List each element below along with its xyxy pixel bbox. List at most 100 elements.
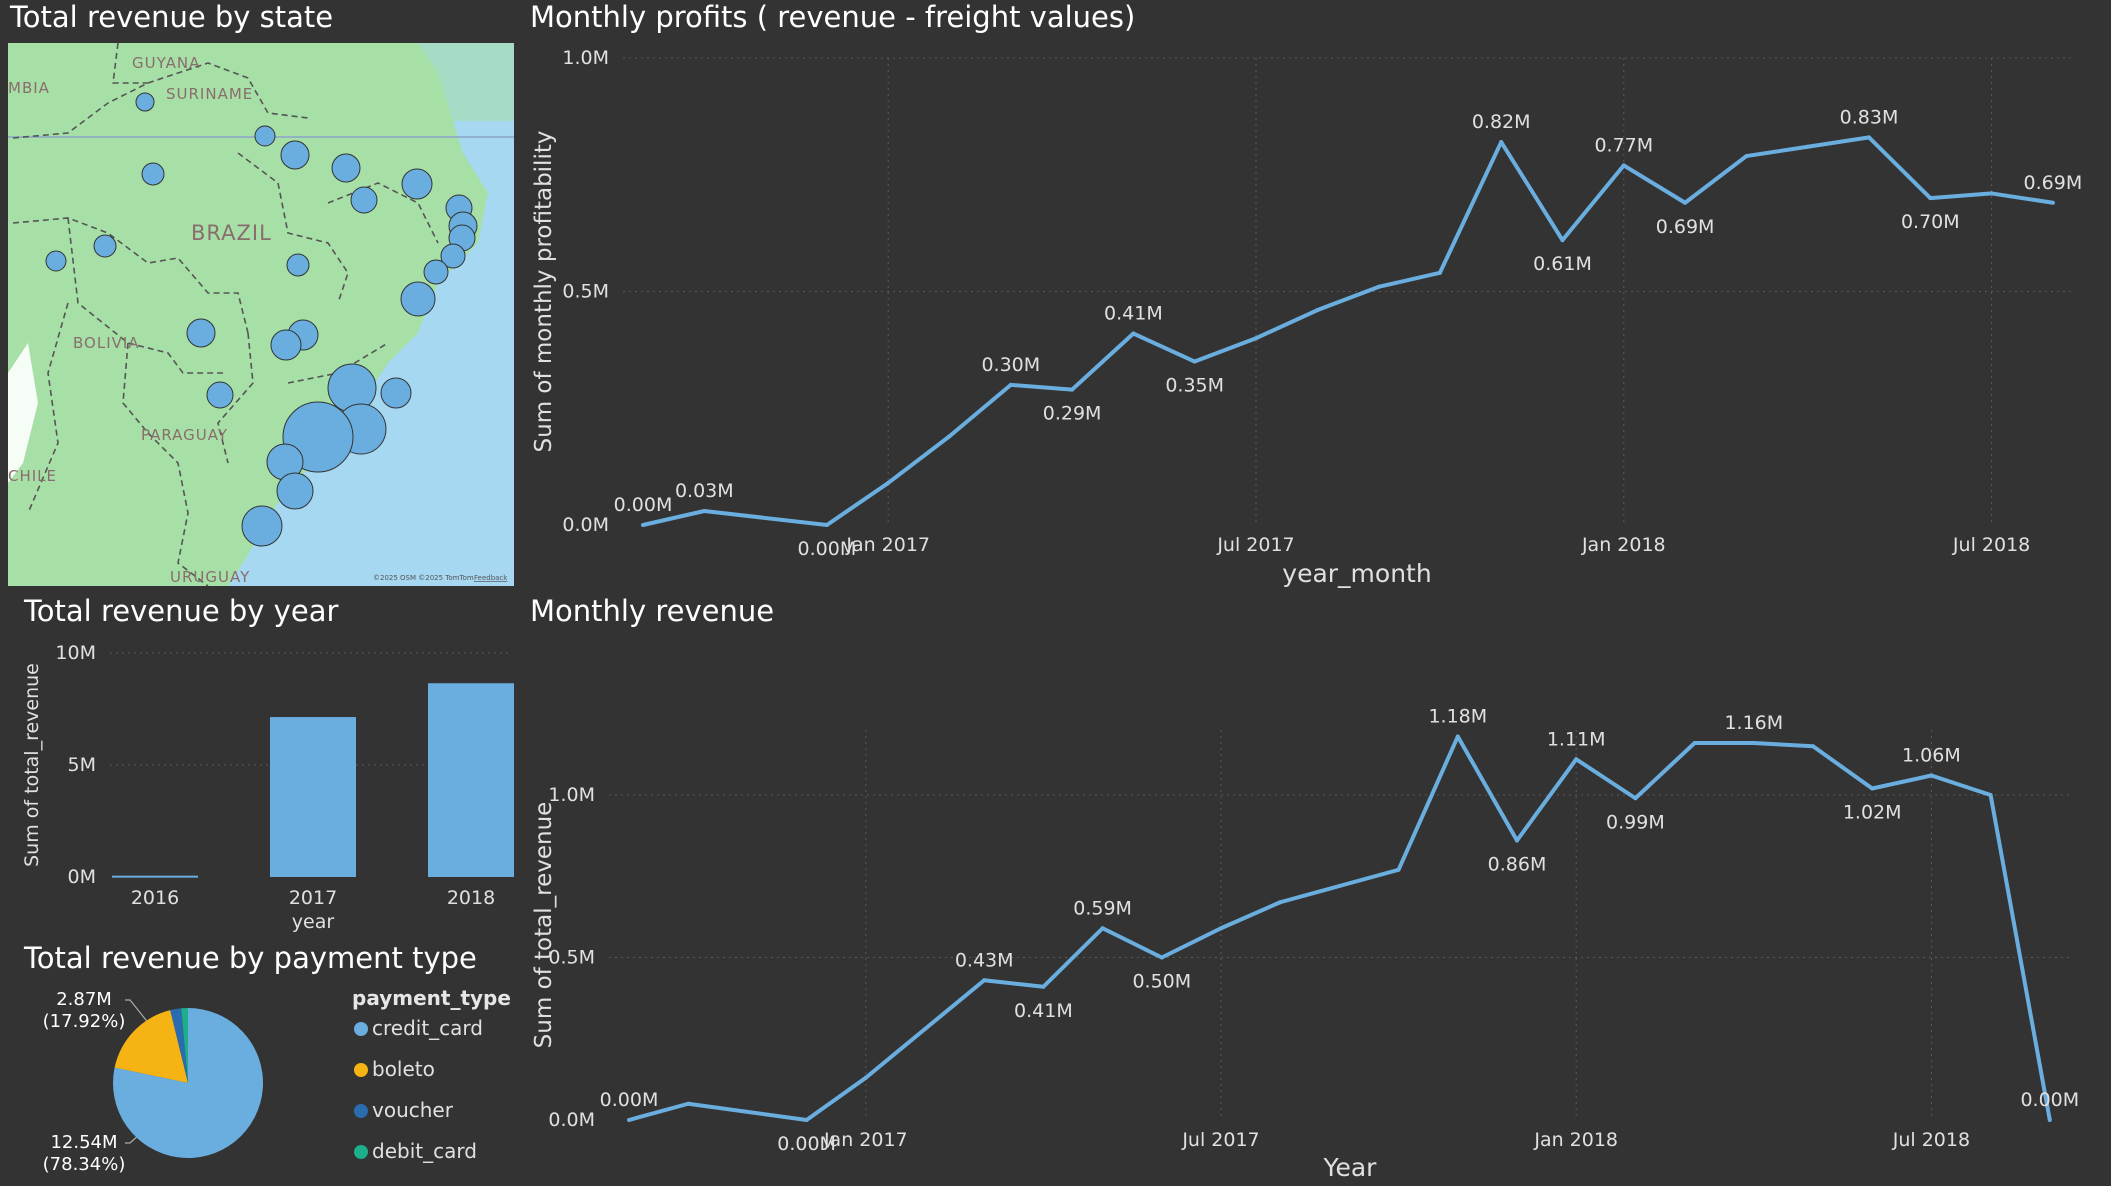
- profits-data-point: [641, 523, 645, 527]
- label-uruguay: URUGUAY: [170, 568, 250, 586]
- map-copyright: ©2025 OSM ©2025 TomTom: [373, 574, 474, 582]
- revenue-data-label: 0.00M: [2020, 1089, 2079, 1111]
- revenue-data-point: [627, 1118, 631, 1122]
- revenue-data-label: 1.11M: [1547, 728, 1606, 750]
- year-x-axis-title: year: [292, 911, 335, 933]
- pie-label-credit-pct: (78.34%): [43, 1154, 126, 1175]
- revenue-data-point: [1811, 744, 1815, 749]
- profits-data-point: [824, 523, 829, 527]
- profits-data-label: 0.00M: [798, 538, 857, 560]
- label-guyana: GUYANA: [132, 54, 200, 72]
- profits-data-label: 0.61M: [1533, 253, 1592, 275]
- label-suriname: SURINAME: [166, 85, 253, 103]
- label-paraguay: PARAGUAY: [141, 426, 228, 444]
- profits-y-axis-title: Sum of monthly profitability: [531, 131, 557, 453]
- year-y-tick-label: 10M: [55, 642, 96, 664]
- revenue-data-point: [1337, 884, 1342, 888]
- year-bar-2018: [428, 683, 514, 877]
- profits-x-axis-title: year_month: [1282, 559, 1431, 588]
- profits-data-point: [947, 434, 952, 439]
- monthly-profits-chart[interactable]: 0.0M 0.5M 1.0M Jan 2017 Jul 2017 Jan 2018 Jul …: [0, 0, 2111, 600]
- revenue-data-point: [2047, 1118, 2052, 1122]
- profits-data-label: 0.70M: [1901, 211, 1960, 233]
- profits-data-point: [1008, 382, 1013, 387]
- payment-chart-title: Total revenue by payment type: [24, 941, 477, 975]
- profits-y-tick-label: 1.0M: [562, 47, 609, 69]
- profits-data-point: [1254, 336, 1258, 341]
- year-y-axis-title: Sum of total_revenue: [21, 663, 43, 867]
- revenue-data-point: [1100, 926, 1105, 931]
- profits-x-tick-label: Jul 2017: [1216, 534, 1294, 556]
- profits-data-point: [1928, 196, 1933, 201]
- revenue-data-point: [923, 1027, 927, 1031]
- year-y-tick-label: 0M: [68, 866, 96, 888]
- revenue-data-point: [1278, 900, 1283, 905]
- profits-data-label: 0.03M: [675, 480, 734, 502]
- legend-item-credit_card[interactable]: credit_card: [372, 1016, 483, 1040]
- revenue-data-label: 0.41M: [1014, 1000, 1073, 1022]
- revenue-x-tick-label: Jul 2018: [1892, 1129, 1970, 1151]
- revenue-data-label: 0.99M: [1606, 811, 1665, 833]
- profits-data-point: [1499, 140, 1504, 145]
- pie-slice-credit_card: [112, 1008, 263, 1158]
- pie-label-boleto-value: 2.87M: [56, 989, 112, 1010]
- profits-data-point: [886, 480, 891, 485]
- profits-data-label: 0.69M: [1656, 216, 1715, 238]
- revenue-data-point: [1219, 926, 1223, 931]
- legend-dot-debit_card: [354, 1145, 368, 1159]
- payment-legend-title: payment_type: [352, 986, 511, 1010]
- profits-data-point: [1070, 387, 1075, 392]
- revenue-data-point: [1574, 757, 1579, 762]
- profits-data-label: 0.77M: [1594, 134, 1653, 156]
- year-chart-title: Total revenue by year: [24, 594, 339, 628]
- label-colombia: MBIA: [8, 79, 50, 97]
- label-bolivia: BOLIVIA: [73, 334, 140, 352]
- map-feedback-link[interactable]: Feedback: [474, 574, 508, 582]
- revenue-y-axis-title: Sum of total_revenue: [531, 802, 557, 1049]
- profits-data-label: 0.82M: [1472, 111, 1531, 133]
- revenue-data-point: [1633, 796, 1638, 801]
- revenue-data-point: [1988, 793, 1993, 797]
- legend-item-debit_card[interactable]: debit_card: [372, 1139, 477, 1163]
- revenue-data-point: [1515, 838, 1519, 843]
- revenue-by-state-map[interactable]: GUYANA SURINAME MBIA BRAZIL BOLIVIA PARA…: [8, 43, 514, 586]
- revenue-data-point: [1870, 786, 1875, 791]
- year-x-tick-label: 2017: [289, 887, 337, 909]
- revenue-by-payment-type-chart[interactable]: 2.87M (17.92%) 12.54M (78.34%) payment_t…: [0, 980, 520, 1186]
- profits-data-label: 0.29M: [1043, 403, 1102, 425]
- revenue-x-tick-label: Jul 2017: [1181, 1129, 1259, 1151]
- profits-data-point: [1989, 191, 1994, 196]
- revenue-data-label: 1.02M: [1843, 802, 1902, 824]
- profits-data-point: [1376, 284, 1381, 289]
- pie-slice-debit_card: [181, 1008, 188, 1083]
- legend-dot-boleto: [354, 1063, 368, 1077]
- revenue-x-tick-label: Jan 2018: [1533, 1129, 1618, 1151]
- profits-data-label: 0.00M: [614, 494, 673, 516]
- profits-x-tick-label: Jul 2018: [1952, 534, 2030, 556]
- profits-y-tick-label: 0.5M: [562, 281, 609, 303]
- revenue-data-label: 0.86M: [1488, 854, 1547, 876]
- revenue-x-tick-label: Jan 2017: [823, 1129, 908, 1151]
- legend-dot-credit_card: [354, 1022, 368, 1036]
- revenue-data-point: [1692, 741, 1697, 745]
- profits-data-point: [1192, 359, 1197, 364]
- revenue-data-point: [1455, 734, 1460, 739]
- revenue-chart-title: Monthly revenue: [530, 594, 775, 628]
- revenue-data-label: 0.00M: [777, 1133, 836, 1155]
- revenue-data-point: [1159, 955, 1164, 960]
- revenue-x-axis-title: Year: [1323, 1153, 1378, 1182]
- revenue-data-point: [804, 1118, 809, 1122]
- profits-data-label: 0.41M: [1104, 303, 1163, 325]
- revenue-by-year-chart[interactable]: 0M 5M 10M 2016 2017 2018 year Sum of total_reve…: [0, 630, 520, 940]
- legend-dot-voucher: [354, 1104, 368, 1118]
- profits-y-tick-label: 0.0M: [562, 514, 609, 536]
- legend-item-boleto[interactable]: boleto: [372, 1057, 435, 1081]
- profits-data-point: [1315, 308, 1320, 313]
- year-x-tick-label: 2018: [447, 887, 495, 909]
- profits-data-label: 0.35M: [1165, 375, 1224, 397]
- revenue-y-tick-label: 0.0M: [548, 1109, 595, 1131]
- legend-item-voucher[interactable]: voucher: [372, 1098, 454, 1122]
- profits-data-label: 0.30M: [981, 354, 1040, 376]
- profits-x-tick-label: Jan 2017: [845, 534, 930, 556]
